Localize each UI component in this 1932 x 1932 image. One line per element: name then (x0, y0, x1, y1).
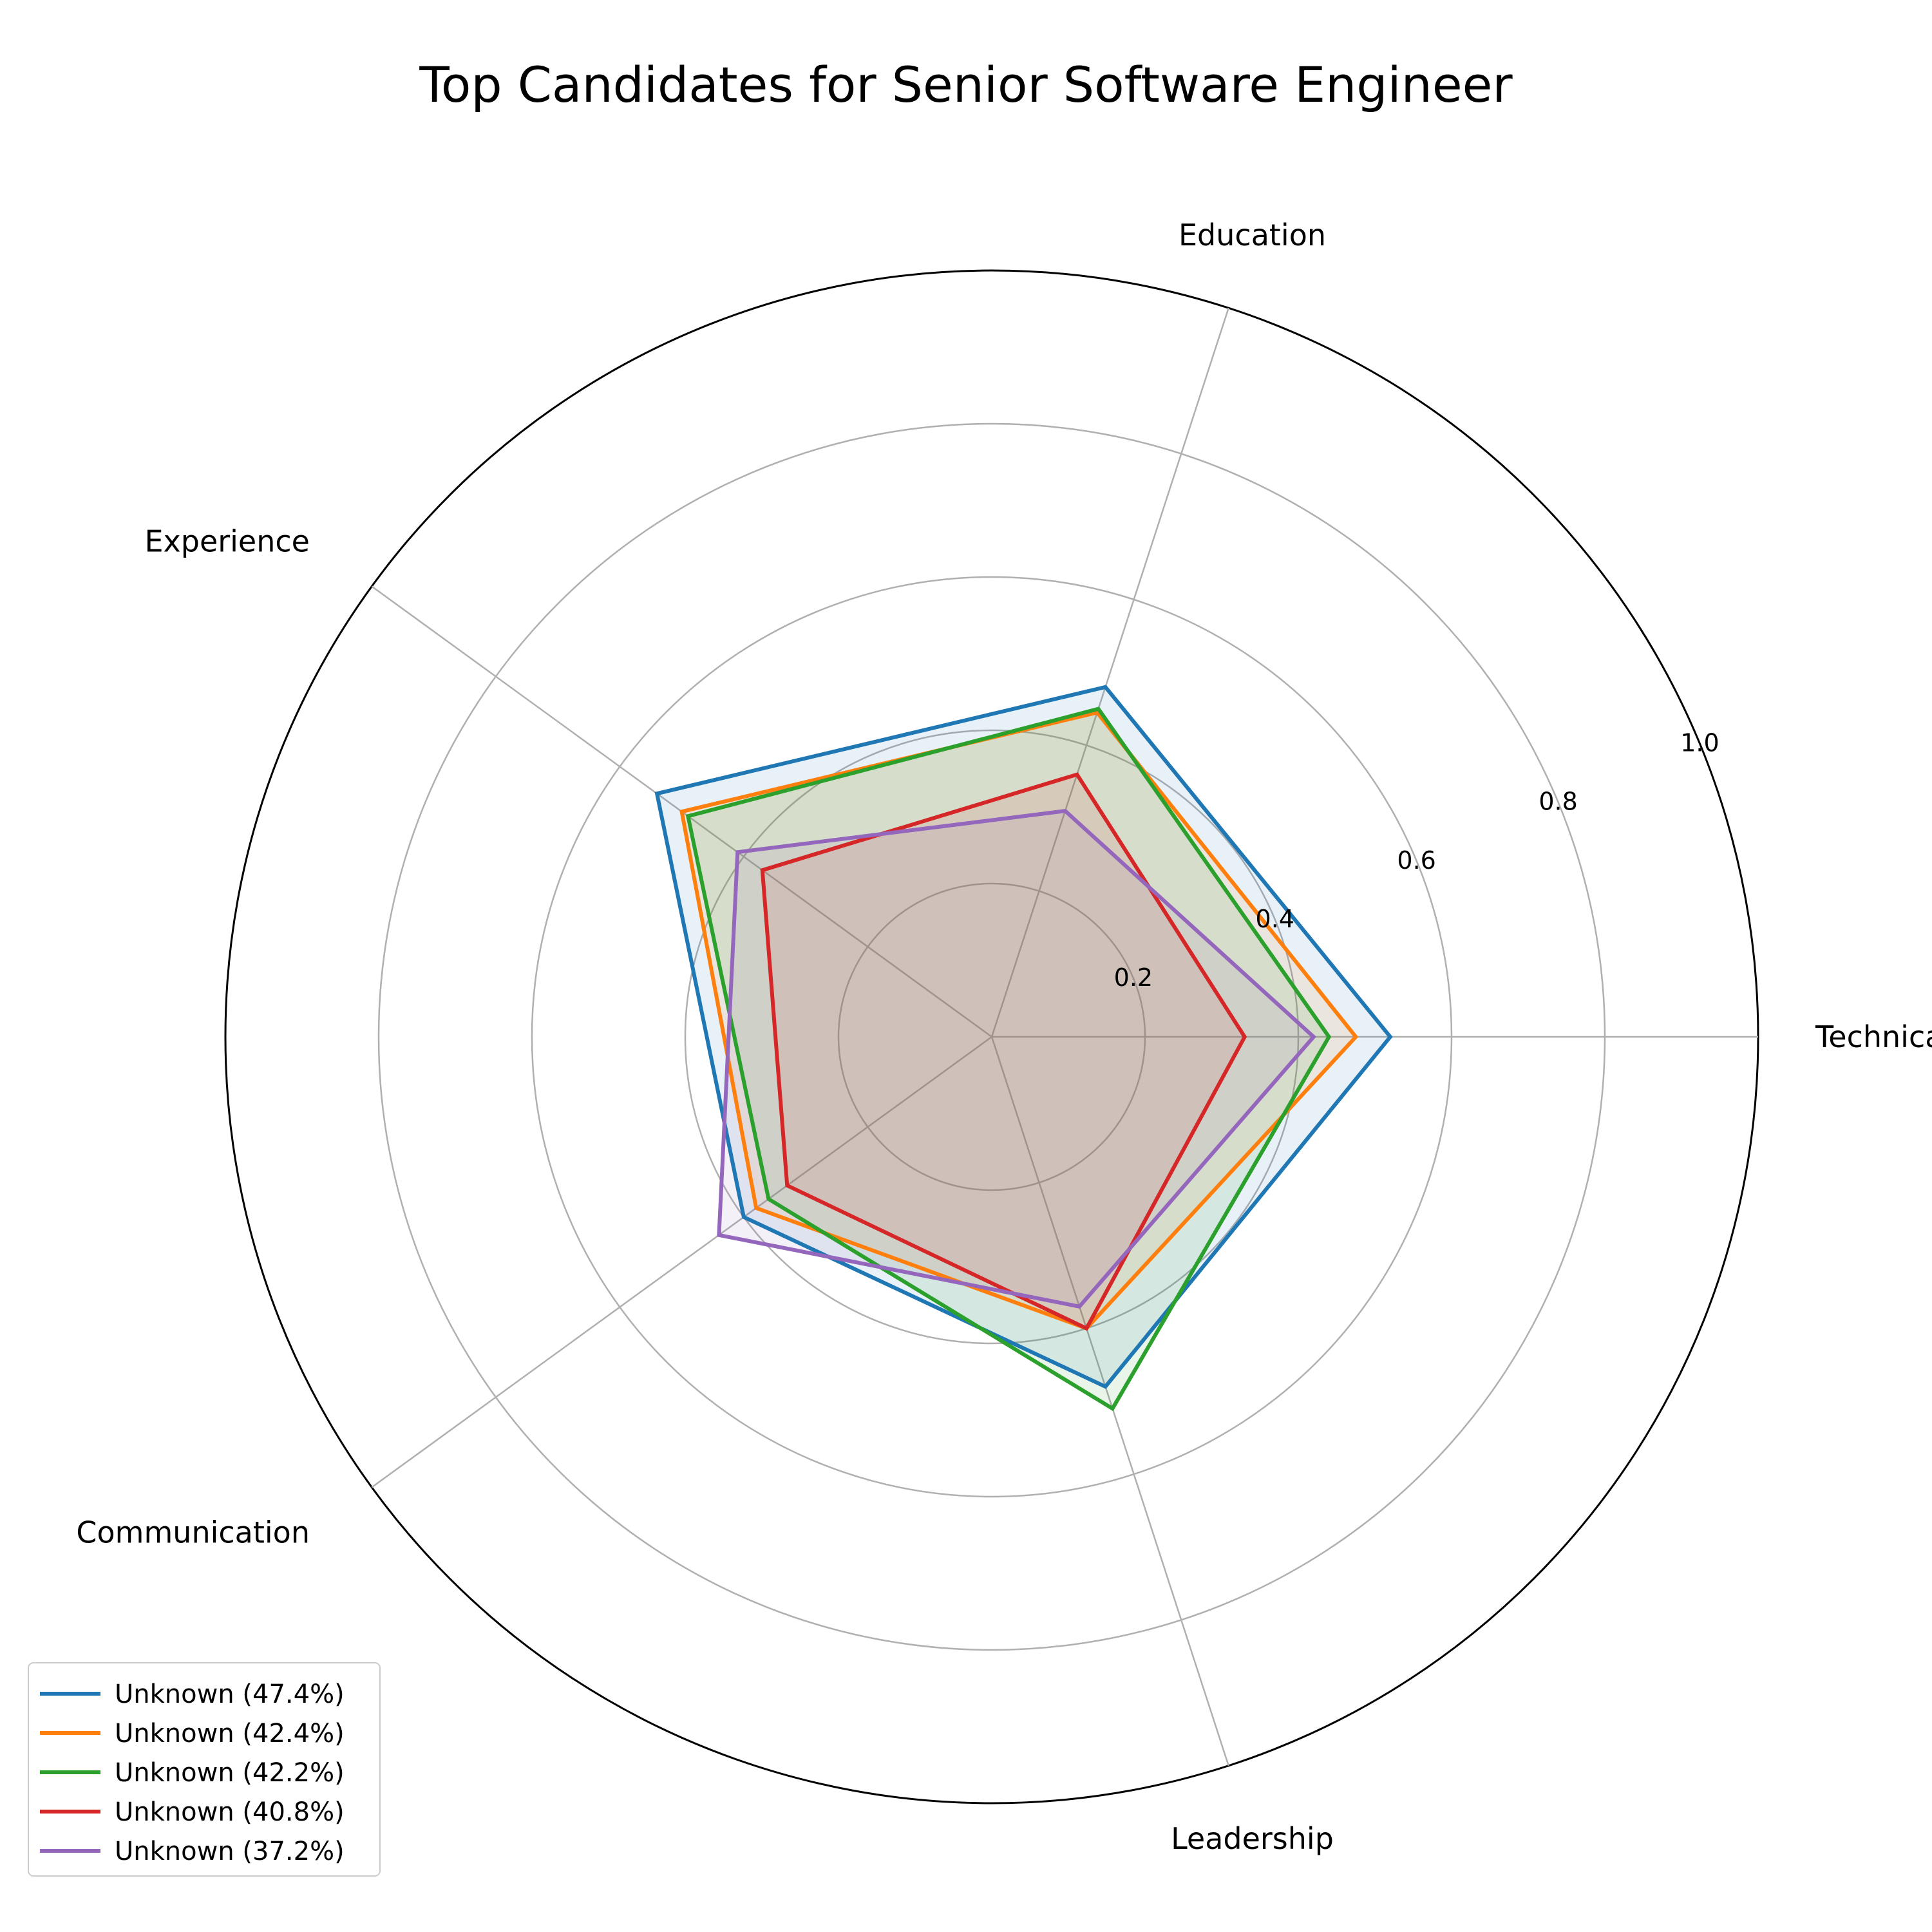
series-line (717, 809, 1316, 1309)
series-fill (681, 712, 1356, 1329)
radial-tick-labels: 0.2 0.4 0.6 0.8 1.0 (1114, 729, 1719, 992)
series-fill (762, 774, 1245, 1329)
category-label: Technical Skills (1815, 1019, 1932, 1054)
legend[interactable]: Unknown (47.4%) Unknown (42.4%) Unknown (4… (28, 1662, 381, 1877)
legend-entry[interactable]: Unknown (42.2%) (115, 1758, 345, 1788)
axis-labels: Technical Skills Education Experience Commu… (76, 218, 1932, 1856)
legend-entry[interactable]: Unknown (47.4%) (115, 1680, 345, 1709)
category-label: Communication (76, 1515, 310, 1549)
category-label: Leadership (1171, 1821, 1334, 1856)
series-layer (654, 685, 1393, 1412)
spoke-line (990, 307, 1229, 1037)
series-line (760, 772, 1247, 1331)
r-tick-label: 0.6 (1397, 846, 1435, 875)
spoke-line (990, 1036, 1229, 1766)
legend-entry[interactable]: Unknown (37.2%) (115, 1837, 345, 1866)
series-line (654, 685, 1393, 1389)
r-tick-label: 0.8 (1539, 788, 1577, 816)
category-label: Education (1179, 218, 1326, 252)
spoke-line (371, 1036, 992, 1488)
category-label: Experience (144, 524, 310, 559)
r-tick-label: 0.4 (1256, 905, 1294, 933)
legend-entry[interactable]: Unknown (40.8%) (115, 1797, 345, 1827)
chart-title: Top Candidates for Senior Software Engin… (419, 56, 1513, 113)
radial-grid (224, 269, 1759, 1804)
legend-frame (28, 1662, 381, 1877)
r-tick-label: 0.2 (1114, 963, 1153, 992)
series-fill (688, 708, 1329, 1409)
legend-entry[interactable]: Unknown (42.4%) (115, 1719, 345, 1748)
r-tick-label: 1.0 (1680, 729, 1719, 757)
